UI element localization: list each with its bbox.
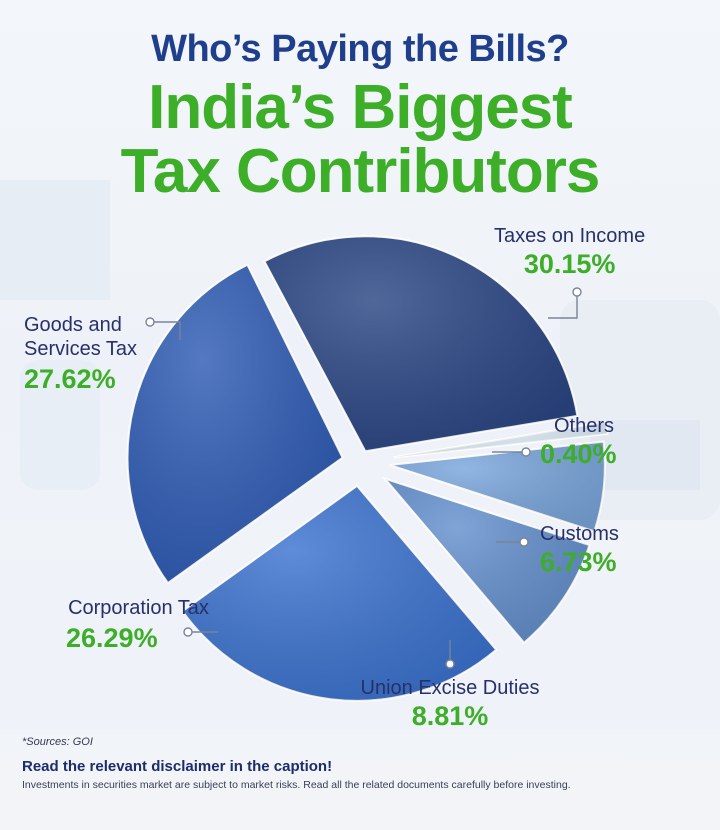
label-union-excise-duties-name: Union Excise Duties [360,677,540,699]
pie-slice-shading [182,485,497,701]
leader-dot [521,447,531,457]
label-goods-and-services-tax-value: 27.62% [24,364,116,394]
label-others-name: Others [554,415,615,437]
leader-dot [145,317,155,327]
label-goods-and-services-tax-name: Goods and Services Tax [24,314,138,360]
leader-dot [572,287,582,297]
leader-dot [519,537,529,547]
disclaimer-heading: Read the relevant disclaimer in the capt… [22,758,333,775]
label-taxes-on-income: Taxes on Income 30.15% [494,224,645,280]
label-goods-and-services-tax: Goods and Services Tax 27.62% [24,313,154,395]
label-union-excise-duties: Union Excise Duties 8.81% [350,676,550,732]
pie-slice-shading [127,264,343,584]
label-taxes-on-income-name: Taxes on Income [494,225,646,247]
pie-slice-shading [393,422,608,458]
label-others: Others 0.40% [540,414,617,470]
chart-title: India’s Biggest Tax Contributors [0,76,720,204]
label-taxes-on-income-value: 30.15% [523,249,616,279]
leader-line [150,321,181,340]
leader-dot [445,659,455,669]
leader-line [548,292,578,319]
pie-slice-shading [389,441,605,532]
label-corporation-tax: Corporation Tax 26.29% [66,596,216,654]
chart-subtitle: Who’s Paying the Bills? [151,28,569,70]
pie-slice-shading [384,478,590,643]
leader-dot [183,627,193,637]
label-customs: Customs 6.73% [540,522,619,578]
chart-title-line-2: Tax Contributors [120,137,601,206]
pie-slice-shading [264,236,578,452]
label-corporation-tax-value: 26.29% [66,623,158,653]
label-customs-value: 6.73% [540,547,617,577]
label-others-value: 0.40% [540,439,617,469]
chart-title-line-1: India’s Biggest [148,73,573,142]
label-corporation-tax-name: Corporation Tax [68,597,209,619]
disclaimer-note: Investments in securities market are sub… [22,779,571,791]
label-union-excise-duties-value: 8.81% [411,701,489,731]
label-customs-name: Customs [540,523,619,545]
source-note: *Sources: GOI [22,736,93,748]
